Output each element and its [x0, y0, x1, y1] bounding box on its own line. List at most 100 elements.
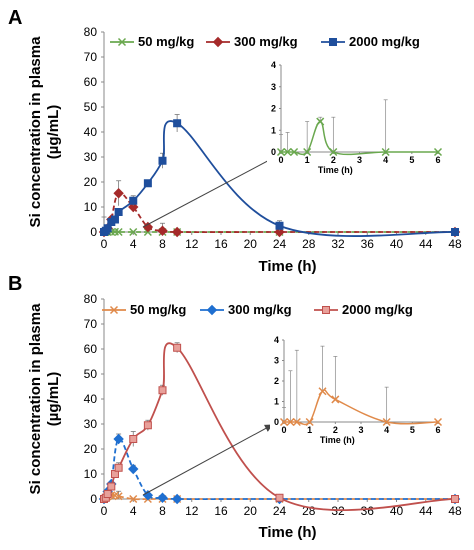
data-point: [158, 156, 167, 165]
y-tick-label: 0: [90, 492, 97, 506]
inset-x-tick-label: 2: [333, 425, 338, 435]
data-point: [173, 343, 182, 352]
inset-x-tick-label: 4: [383, 155, 388, 165]
data-point: [157, 225, 168, 236]
data-point: [114, 463, 123, 472]
data-point: [113, 433, 124, 445]
inset-y-tick-label: 1: [271, 125, 276, 135]
x-tick-label: 16: [214, 237, 228, 251]
inset-arrow: [142, 155, 278, 228]
inset-data-point: [316, 117, 325, 126]
data-point: [129, 494, 138, 504]
y-tick-label: 60: [84, 75, 98, 89]
x-tick-label: 20: [244, 504, 258, 518]
legend-label: 50 mg/kg: [138, 34, 194, 49]
data-point: [114, 492, 123, 501]
y-tick-label: 50: [84, 100, 98, 114]
legend-label: 2000 mg/kg: [342, 302, 413, 317]
legend-item: 50 mg/kg: [110, 34, 194, 49]
data-point: [143, 421, 152, 430]
inset-background: [270, 336, 452, 446]
x-tick-label: 0: [101, 504, 108, 518]
x-tick-label: 0: [101, 237, 108, 251]
inset-data-point: [303, 147, 312, 157]
inset-x-tick-label: 3: [358, 425, 363, 435]
x-tick-label: 4: [130, 504, 137, 518]
y-tick-label: 0: [90, 225, 97, 239]
inset-data-point: [283, 147, 292, 157]
x-tick-label: 48: [448, 504, 462, 518]
data-point: [275, 493, 284, 502]
legend-item: 2000 mg/kg: [314, 302, 413, 317]
data-point: [173, 119, 182, 128]
x-tick-label: 40: [390, 237, 404, 251]
inset-y-tick-label: 2: [274, 376, 279, 386]
x-tick-label: 16: [214, 504, 228, 518]
y-tick-label: 20: [84, 442, 98, 456]
inset-arrow: [142, 424, 273, 496]
inset-data-point: [290, 147, 299, 157]
x-axis-title: Time (h): [258, 258, 316, 275]
inset-chart: 0 1 2 3 4 0 1 2 3 4 5 6 Time (h): [267, 60, 452, 176]
legend-item: 2000 mg/kg: [321, 34, 420, 49]
inset-data-point: [305, 417, 314, 427]
y-tick-label: 80: [84, 25, 98, 39]
inset-x-tick-label: 0: [281, 425, 286, 435]
inset-x-tick-label: 2: [331, 155, 336, 165]
inset-x-tick-label: 6: [435, 425, 440, 435]
inset-data-point: [329, 147, 338, 157]
inset-x-tick-label: 5: [409, 155, 414, 165]
y-tick-label: 30: [84, 150, 98, 164]
y-axis-title: Si concentration in plasma: [27, 36, 44, 228]
x-tick-label: 36: [361, 504, 375, 518]
y-tick-label: 70: [84, 50, 98, 64]
legend-label: 50 mg/kg: [130, 302, 186, 317]
x-tick-label: 40: [390, 504, 404, 518]
legend-swatch-marker: [212, 36, 224, 48]
inset-y-tick-label: 3: [271, 82, 276, 92]
data-point: [157, 492, 168, 503]
inset-y-tick-label: 0: [271, 147, 276, 157]
data-point: [114, 208, 123, 216]
inset-x-tick-label: 4: [384, 425, 389, 435]
x-tick-label: 24: [273, 237, 287, 251]
inset-data-point: [318, 387, 327, 396]
legend-swatch-marker: [117, 37, 127, 47]
inset-data-point: [279, 417, 289, 427]
inset-x-tick-label: 0: [278, 155, 283, 165]
series-2: [100, 114, 459, 237]
data-point: [451, 495, 459, 503]
y-tick-label: 50: [84, 367, 98, 381]
legend-item: 300 mg/kg: [200, 302, 292, 317]
x-tick-label: 44: [419, 504, 433, 518]
y-axis-title-unit: (µg/mL): [45, 105, 62, 159]
x-tick-label: 4: [130, 237, 137, 251]
y-tick-label: 40: [84, 392, 98, 406]
legend-swatch-marker: [206, 304, 218, 316]
x-tick-label: 48: [448, 237, 462, 251]
data-point: [113, 188, 124, 199]
inset-data-point: [292, 417, 301, 427]
inset-data-point: [331, 395, 340, 404]
inset-x-tick-label: 3: [357, 155, 362, 165]
inset-x-axis-title: Time (h): [320, 435, 355, 445]
x-tick-label: 36: [361, 237, 375, 251]
legend-item: 300 mg/kg: [206, 34, 298, 49]
data-point: [158, 386, 167, 395]
inset-y-tick-label: 3: [274, 356, 279, 366]
legend-swatch-marker: [329, 38, 337, 46]
inset-y-tick-label: 1: [274, 397, 279, 407]
y-axis-title-unit: (µg/mL): [45, 372, 62, 426]
inset-data-point: [381, 147, 390, 157]
inset-x-tick-label: 6: [435, 155, 440, 165]
data-point: [171, 493, 183, 505]
y-tick-label: 30: [84, 417, 98, 431]
panel-letter: B: [8, 273, 22, 295]
x-tick-label: 8: [159, 504, 166, 518]
inset-y-tick-label: 4: [274, 335, 279, 345]
x-tick-label: 28: [302, 237, 316, 251]
data-point: [143, 179, 152, 188]
data-point: [129, 196, 138, 205]
